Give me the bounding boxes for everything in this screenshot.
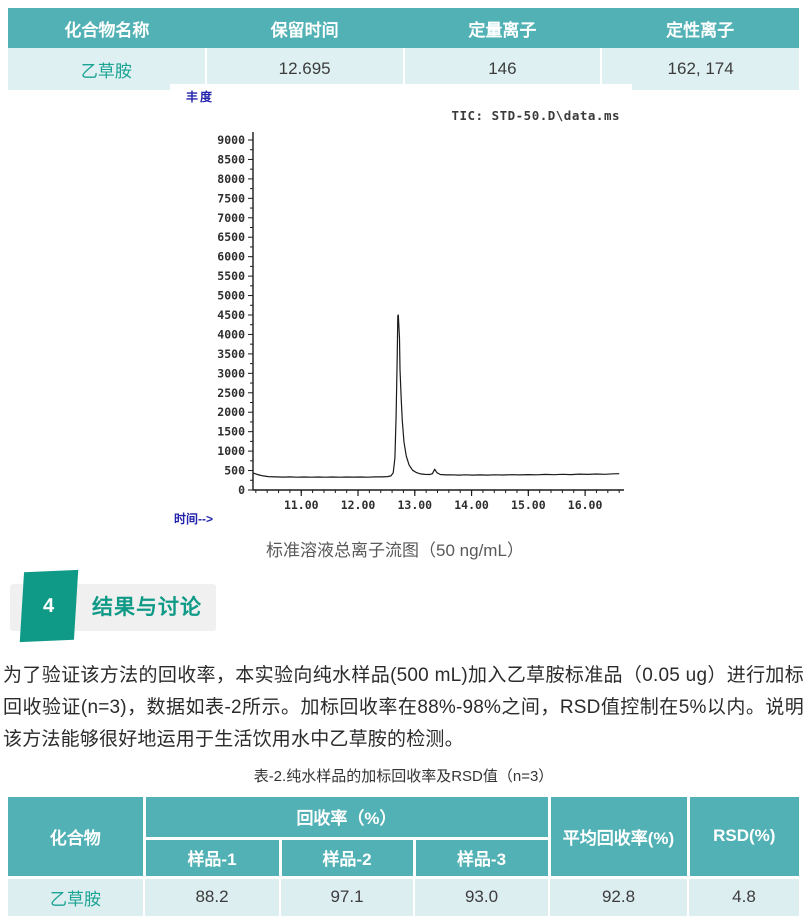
- col-header-avg-recovery: 平均回收率(%): [547, 797, 690, 879]
- svg-text:4000: 4000: [217, 327, 245, 341]
- col-header-sample-1: 样品-1: [142, 836, 282, 879]
- svg-text:5500: 5500: [217, 269, 245, 283]
- compound-parameters-table: 化合物名称 保留时间 定量离子 定性离子 乙草胺 12.695 146 162,…: [8, 8, 799, 90]
- table-header-row-1: 化合物 回收率（%） 平均回收率(%) RSD(%): [8, 797, 799, 879]
- svg-text:2500: 2500: [217, 386, 245, 400]
- col-header-quant-ion: 定量离子: [403, 8, 602, 48]
- svg-text:3000: 3000: [217, 366, 245, 380]
- svg-text:12.00: 12.00: [341, 498, 376, 512]
- cell-compound: 乙草胺: [8, 877, 144, 916]
- cell-quant-ion: 146: [402, 48, 602, 90]
- col-header-sample-3: 样品-3: [412, 836, 551, 879]
- svg-text:15.00: 15.00: [511, 498, 546, 512]
- col-header-sample-2: 样品-2: [278, 836, 416, 879]
- svg-text:9000: 9000: [217, 133, 245, 147]
- figure-caption: 标准溶液总离子流图（50 ng/mL）: [266, 541, 524, 560]
- table2-caption: 表-2.纯水样品的加标回收率及RSD值（n=3）: [253, 768, 554, 785]
- cell-sample-3: 93.0: [413, 877, 549, 916]
- section-number: 4: [43, 594, 55, 617]
- svg-text:1000: 1000: [217, 444, 245, 458]
- col-header-recovery-group: 回收率（%）: [142, 797, 551, 840]
- svg-text:3500: 3500: [217, 347, 245, 361]
- cell-rsd: 4.8: [687, 877, 799, 916]
- svg-text:8500: 8500: [217, 152, 245, 166]
- svg-text:TIC: STD-50.D\data.ms: TIC: STD-50.D\data.ms: [451, 108, 620, 123]
- cell-qual-ion: 162, 174: [600, 48, 799, 90]
- col-header-retention-time: 保留时间: [205, 8, 404, 48]
- table-row: 乙草胺 88.2 97.1 93.0 92.8 4.8: [8, 877, 799, 916]
- svg-text:8000: 8000: [217, 172, 245, 186]
- svg-text:6000: 6000: [217, 250, 245, 264]
- section-title: 结果与讨论: [92, 596, 202, 619]
- svg-text:7500: 7500: [217, 191, 245, 205]
- svg-text:14.00: 14.00: [454, 498, 489, 512]
- svg-text:13.00: 13.00: [397, 498, 432, 512]
- col-header-compound: 化合物: [8, 797, 146, 879]
- svg-text:4500: 4500: [217, 308, 245, 322]
- body-paragraph: 为了验证该方法的回收率，本实验向纯水样品(500 mL)加入乙草胺标准品（0.0…: [3, 665, 804, 750]
- svg-text:1500: 1500: [217, 425, 245, 439]
- cell-retention-time: 12.695: [204, 48, 404, 90]
- table-row: 乙草胺 12.695 146 162, 174: [8, 48, 799, 90]
- section-number-badge: 4: [19, 569, 79, 643]
- col-header-rsd: RSD(%): [686, 797, 799, 879]
- table-header-row: 化合物名称 保留时间 定量离子 定性离子: [8, 8, 799, 48]
- cell-compound-name: 乙草胺: [8, 48, 206, 90]
- col-header-qual-ion: 定性离子: [601, 8, 799, 48]
- tic-chromatogram: 丰度 TIC: STD-50.D\data.ms 0 500 1000 1500 2000…: [170, 84, 632, 536]
- svg-text:2000: 2000: [217, 405, 245, 419]
- cell-sample-2: 97.1: [279, 877, 414, 916]
- col-header-compound-name: 化合物名称: [8, 8, 206, 48]
- recovery-rsd-table: 化合物 回收率（%） 平均回收率(%) RSD(%) 样品-1 样品-2 样品-…: [8, 797, 799, 916]
- svg-text:0: 0: [238, 483, 245, 497]
- tic-chromatogram-plot: TIC: STD-50.D\data.ms 0 500 1000 1500 2000 250…: [217, 108, 624, 512]
- cell-sample-1: 88.2: [143, 877, 280, 916]
- svg-text:500: 500: [224, 464, 245, 478]
- svg-text:11.00: 11.00: [284, 498, 319, 512]
- table-header-row-2: 样品-1 样品-2 样品-3: [8, 836, 799, 879]
- x-axis-label: 时间-->: [174, 512, 214, 526]
- svg-text:6500: 6500: [217, 230, 245, 244]
- svg-text:7000: 7000: [217, 211, 245, 225]
- svg-text:16.00: 16.00: [568, 498, 603, 512]
- svg-text:5000: 5000: [217, 289, 245, 303]
- cell-avg-recovery: 92.8: [548, 877, 688, 916]
- y-axis-label: 丰度: [186, 90, 215, 104]
